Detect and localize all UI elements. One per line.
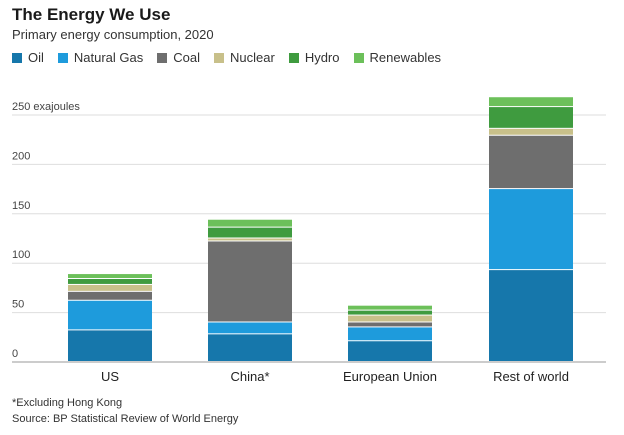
bar-segment-natural-gas: [489, 189, 573, 270]
bar-segment-nuclear: [489, 128, 573, 135]
bar-segment-renewables: [208, 219, 292, 227]
y-tick-label: 50: [12, 299, 24, 311]
chart-title: The Energy We Use: [12, 5, 171, 24]
bar-segment-nuclear: [208, 238, 292, 241]
y-tick-label: 0: [12, 348, 18, 360]
x-tick-label: Rest of world: [493, 369, 569, 384]
source-note: Source: BP Statistical Review of World E…: [12, 413, 239, 425]
bar-segment-natural-gas: [68, 300, 152, 330]
legend-item: Hydro: [288, 50, 340, 65]
x-tick-label: European Union: [343, 369, 437, 384]
legend-swatch: [157, 52, 168, 63]
bar-segment-renewables: [489, 97, 573, 107]
footnote: *Excluding Hong Kong: [12, 397, 123, 409]
legend-item: Nuclear: [214, 50, 275, 65]
bar-segment-coal: [489, 135, 573, 189]
legend-label: Oil: [28, 50, 44, 65]
bar-segment-renewables: [68, 274, 152, 279]
y-tick-label: 100: [12, 249, 30, 261]
y-tick-label: 200: [12, 150, 30, 162]
chart-subtitle: Primary energy consumption, 2020: [12, 27, 214, 42]
legend-swatch: [214, 52, 225, 63]
legend-swatch: [12, 52, 22, 63]
bar-segment-coal: [348, 322, 432, 327]
bar-segment-oil: [208, 334, 292, 361]
x-tick-label: US: [101, 369, 119, 384]
y-tick-label: 250 exajoules: [12, 101, 80, 113]
legend-label: Coal: [173, 50, 201, 65]
legend-item: Renewables: [353, 50, 442, 65]
bar-segment-hydro: [208, 227, 292, 238]
bar-segment-natural-gas: [348, 327, 432, 341]
bar-segment-renewables: [348, 305, 432, 310]
y-tick-label: 150: [12, 200, 30, 212]
bar-segment-oil: [489, 270, 573, 361]
legend-item: Oil: [12, 50, 44, 65]
stacked-bar-chart: 0 50 100 150 200 250 exajoules US China* Europea…: [12, 97, 606, 384]
legend: Oil Natural Gas Coal Nuclear Hydro Renewables: [12, 50, 455, 65]
legend-item: Natural Gas: [57, 50, 144, 65]
bar-segment-nuclear: [348, 315, 432, 322]
x-tick-label: China*: [230, 369, 269, 384]
legend-label: Natural Gas: [73, 50, 144, 65]
bar-segment-oil: [348, 341, 432, 361]
bar-segment-hydro: [68, 279, 152, 284]
legend-swatch: [288, 52, 299, 63]
legend-label: Renewables: [369, 50, 442, 65]
legend-swatch: [57, 52, 68, 63]
legend-label: Hydro: [304, 50, 340, 65]
bar-segment-coal: [208, 241, 292, 322]
legend-item: Coal: [157, 50, 200, 65]
bar-segment-hydro: [348, 310, 432, 315]
bar-segment-coal: [68, 291, 152, 300]
bar-segment-oil: [68, 330, 152, 361]
legend-swatch: [353, 52, 364, 63]
bar-segment-nuclear: [68, 284, 152, 291]
bar-segment-hydro: [489, 107, 573, 128]
bar-segment-natural-gas: [208, 322, 292, 334]
legend-label: Nuclear: [230, 50, 275, 65]
